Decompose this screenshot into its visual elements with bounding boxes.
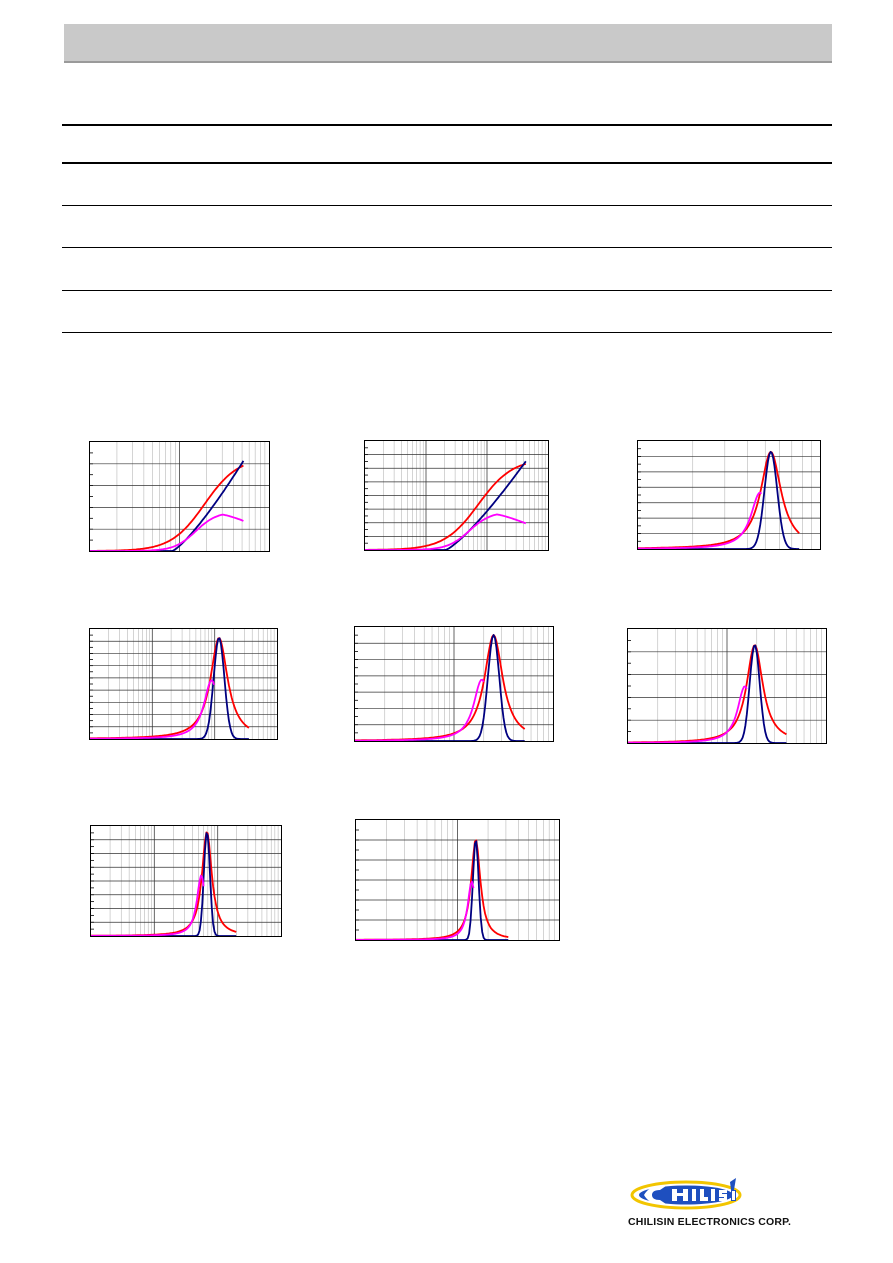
table-header-rule	[62, 162, 832, 164]
table-row-rule	[62, 247, 832, 248]
chart-plot	[356, 820, 559, 940]
resistance-r-curve	[628, 644, 787, 743]
chart-plot	[355, 627, 553, 741]
impedance-chart-4	[89, 628, 278, 740]
chart-plot	[628, 629, 826, 743]
chart-plot	[90, 629, 277, 739]
impedance-chart-1	[89, 441, 270, 552]
reactance-x-curve	[638, 491, 763, 549]
table-top-rule	[62, 124, 832, 126]
impedance-chart-7	[90, 825, 282, 937]
reactance-x-curve	[365, 513, 527, 550]
impedance-z-curve	[356, 839, 509, 940]
reactance-x-curve	[90, 513, 244, 551]
reactance-x-curve	[356, 880, 475, 940]
reactance-x-curve	[355, 678, 485, 741]
impedance-z-curve	[90, 464, 244, 551]
chart-plot	[91, 826, 281, 936]
company-logo: CHILISIN ELECTRONICS CORP.	[624, 1176, 829, 1236]
resistance-r-curve	[91, 832, 237, 936]
table-row-rule	[62, 205, 832, 206]
chart-plot	[638, 441, 820, 549]
resistance-r-curve	[355, 634, 525, 741]
chart-plot	[365, 441, 548, 550]
resistance-r-curve	[365, 460, 527, 550]
resistance-r-curve	[90, 637, 249, 739]
table-bottom-rule	[62, 332, 832, 333]
impedance-chart-5	[354, 626, 554, 742]
chart-plot	[90, 442, 269, 551]
impedance-z-curve	[365, 463, 527, 550]
impedance-z-curve	[628, 644, 787, 743]
impedance-chart-2	[364, 440, 549, 551]
impedance-chart-6	[627, 628, 827, 744]
resistance-r-curve	[356, 840, 509, 940]
impedance-z-curve	[91, 831, 237, 936]
reactance-x-curve	[628, 685, 748, 743]
reactance-x-curve	[90, 679, 216, 739]
chilisin-logo-icon	[630, 1178, 742, 1210]
reactance-x-curve	[91, 874, 205, 936]
page-header-bar	[64, 24, 832, 61]
resistance-r-curve	[90, 460, 245, 551]
impedance-chart-8	[355, 819, 560, 941]
table-row-rule	[62, 290, 832, 291]
impedance-chart-3	[637, 440, 821, 550]
company-name: CHILISIN ELECTRONICS CORP.	[628, 1216, 792, 1228]
resistance-r-curve	[638, 451, 800, 549]
